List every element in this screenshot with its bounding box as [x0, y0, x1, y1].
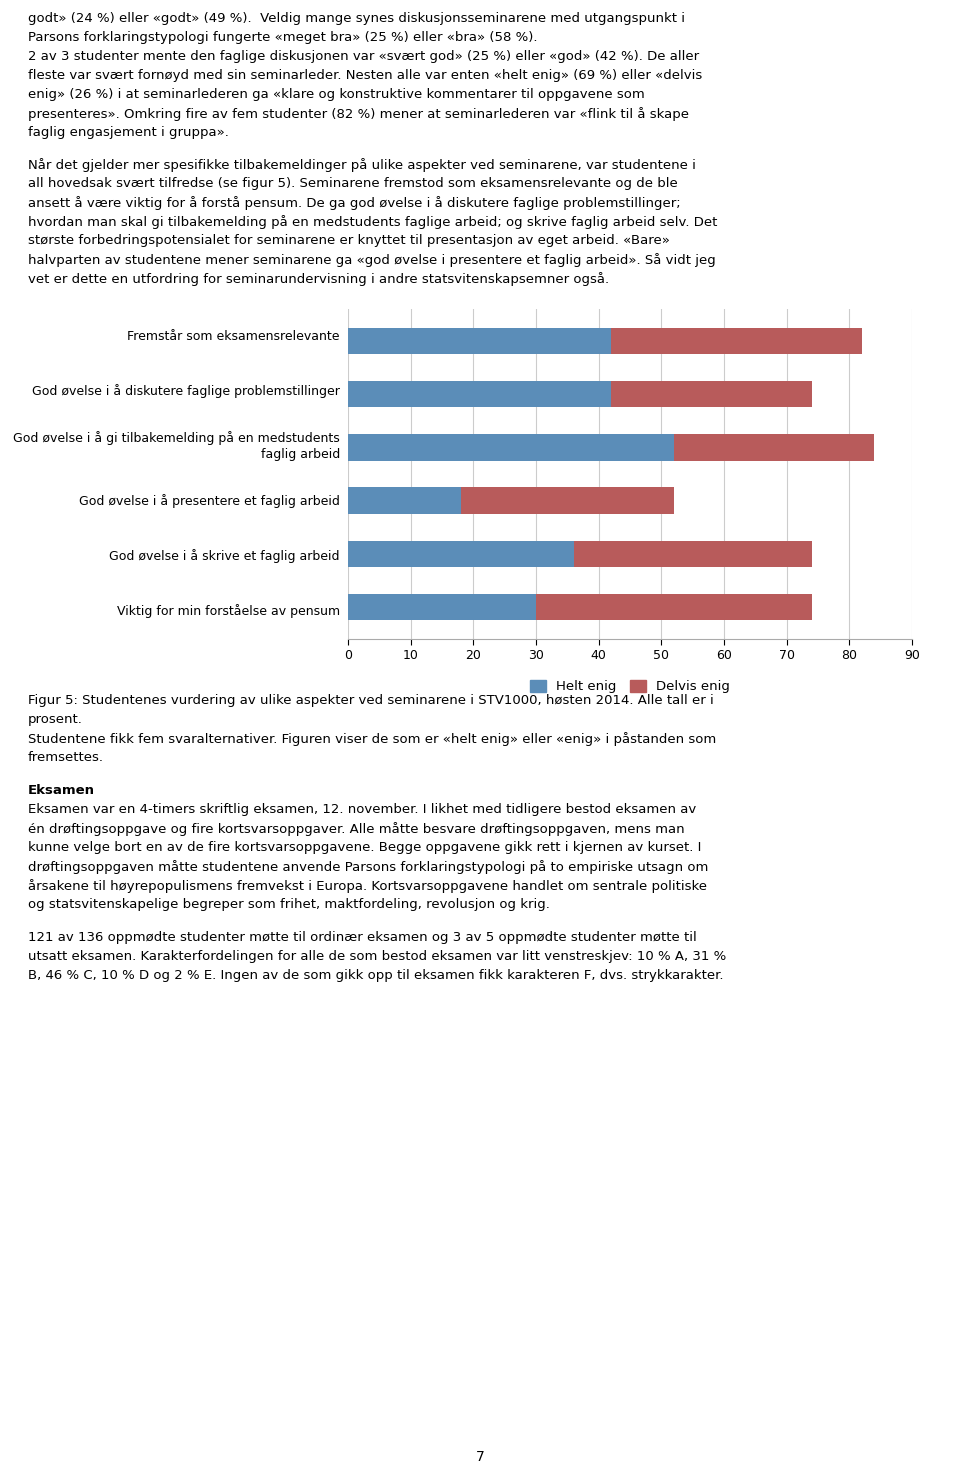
Text: Studentene fikk fem svaralternativer. Figuren viser de som er «helt enig» eller : Studentene fikk fem svaralternativer. Fi… — [28, 732, 716, 746]
Text: godt» (24 %) eller «godt» (49 %).  Veldig mange synes diskusjonsseminarene med u: godt» (24 %) eller «godt» (49 %). Veldig… — [28, 12, 685, 25]
Bar — [348, 487, 461, 513]
Text: faglig engasjement i gruppa».: faglig engasjement i gruppa». — [28, 126, 228, 139]
Text: faglig arbeid: faglig arbeid — [261, 448, 340, 462]
Text: Når det gjelder mer spesifikke tilbakemeldinger på ulike aspekter ved seminarene: Når det gjelder mer spesifikke tilbakeme… — [28, 157, 696, 172]
Text: all hovedsak svært tilfredse (se figur 5). Seminarene fremstod som eksamensrelev: all hovedsak svært tilfredse (se figur 5… — [28, 177, 678, 190]
Text: fleste var svært fornøyd med sin seminarleder. Nesten alle var enten «helt enig»: fleste var svært fornøyd med sin seminar… — [28, 68, 703, 82]
Text: største forbedringspotensialet for seminarene er knyttet til presentasjon av ege: største forbedringspotensialet for semin… — [28, 234, 670, 246]
Bar — [348, 381, 612, 408]
Text: 121 av 136 oppmødte studenter møtte til ordinær eksamen og 3 av 5 oppmødte stude: 121 av 136 oppmødte studenter møtte til … — [28, 930, 697, 944]
Text: prosent.: prosent. — [28, 712, 83, 726]
Text: Figur 5: Studentenes vurdering av ulike aspekter ved seminarene i STV1000, høste: Figur 5: Studentenes vurdering av ulike … — [28, 695, 713, 706]
Text: God øvelse i å diskutere faglige problemstillinger: God øvelse i å diskutere faglige problem… — [32, 384, 340, 399]
Bar — [612, 381, 812, 408]
Text: hvordan man skal gi tilbakemelding på en medstudents faglige arbeid; og skrive f: hvordan man skal gi tilbakemelding på en… — [28, 215, 717, 229]
Text: ansett å være viktig for å forstå pensum. De ga god øvelse i å diskutere faglige: ansett å være viktig for å forstå pensum… — [28, 196, 681, 209]
Text: drøftingsoppgaven måtte studentene anvende Parsons forklaringstypologi på to emp: drøftingsoppgaven måtte studentene anven… — [28, 861, 708, 874]
Text: årsakene til høyrepopulismens fremvekst i Europa. Kortsvarsoppgavene handlet om : årsakene til høyrepopulismens fremvekst … — [28, 879, 707, 893]
Bar — [574, 540, 812, 567]
Text: presenteres». Omkring fire av fem studenter (82 %) mener at seminarlederen var «: presenteres». Omkring fire av fem studen… — [28, 107, 689, 122]
Text: halvparten av studentene mener seminarene ga «god øvelse i presentere et faglig : halvparten av studentene mener seminaren… — [28, 252, 716, 267]
Bar — [461, 487, 674, 513]
Text: fremsettes.: fremsettes. — [28, 751, 104, 764]
Bar — [674, 435, 875, 460]
Text: God øvelse i å skrive et faglig arbeid: God øvelse i å skrive et faglig arbeid — [109, 549, 340, 564]
Bar — [536, 594, 812, 620]
Bar — [348, 540, 574, 567]
Text: Parsons forklaringstypologi fungerte «meget bra» (25 %) eller «bra» (58 %).: Parsons forklaringstypologi fungerte «me… — [28, 31, 538, 45]
Text: God øvelse i å presentere et faglig arbeid: God øvelse i å presentere et faglig arbe… — [79, 494, 340, 509]
Text: enig» (26 %) i at seminarlederen ga «klare og konstruktive kommentarer til oppga: enig» (26 %) i at seminarlederen ga «kla… — [28, 88, 645, 101]
Text: God øvelse i å gi tilbakemelding på en medstudents: God øvelse i å gi tilbakemelding på en m… — [13, 432, 340, 445]
Text: Viktig for min forståelse av pensum: Viktig for min forståelse av pensum — [117, 604, 340, 619]
Text: 2 av 3 studenter mente den faglige diskusjonen var «svært god» (25 %) eller «god: 2 av 3 studenter mente den faglige disku… — [28, 50, 699, 62]
Text: Eksamen var en 4-timers skriftlig eksamen, 12. november. I likhet med tidligere : Eksamen var en 4-timers skriftlig eksame… — [28, 803, 696, 816]
Text: én drøftingsoppgave og fire kortsvarsoppgaver. Alle måtte besvare drøftingsoppga: én drøftingsoppgave og fire kortsvarsopp… — [28, 822, 684, 835]
Text: Fremstår som eksamensrelevante: Fremstår som eksamensrelevante — [128, 329, 340, 343]
Bar — [348, 435, 674, 460]
Text: og statsvitenskapelige begreper som frihet, maktfordeling, revolusjon og krig.: og statsvitenskapelige begreper som frih… — [28, 898, 550, 911]
Bar — [348, 328, 612, 355]
Text: utsatt eksamen. Karakterfordelingen for alle de som bestod eksamen var litt vens: utsatt eksamen. Karakterfordelingen for … — [28, 950, 727, 963]
Text: B, 46 % C, 10 % D og 2 % E. Ingen av de som gikk opp til eksamen fikk karakteren: B, 46 % C, 10 % D og 2 % E. Ingen av de … — [28, 969, 724, 982]
Text: kunne velge bort en av de fire kortsvarsoppgavene. Begge oppgavene gikk rett i k: kunne velge bort en av de fire kortsvars… — [28, 841, 702, 853]
Bar — [612, 328, 862, 355]
Text: Eksamen: Eksamen — [28, 784, 95, 797]
Legend: Helt enig, Delvis enig: Helt enig, Delvis enig — [524, 674, 735, 699]
Bar — [348, 594, 536, 620]
Text: vet er dette en utfordring for seminarundervisning i andre statsvitenskapsemner : vet er dette en utfordring for seminarun… — [28, 272, 610, 286]
Text: 7: 7 — [475, 1450, 485, 1465]
